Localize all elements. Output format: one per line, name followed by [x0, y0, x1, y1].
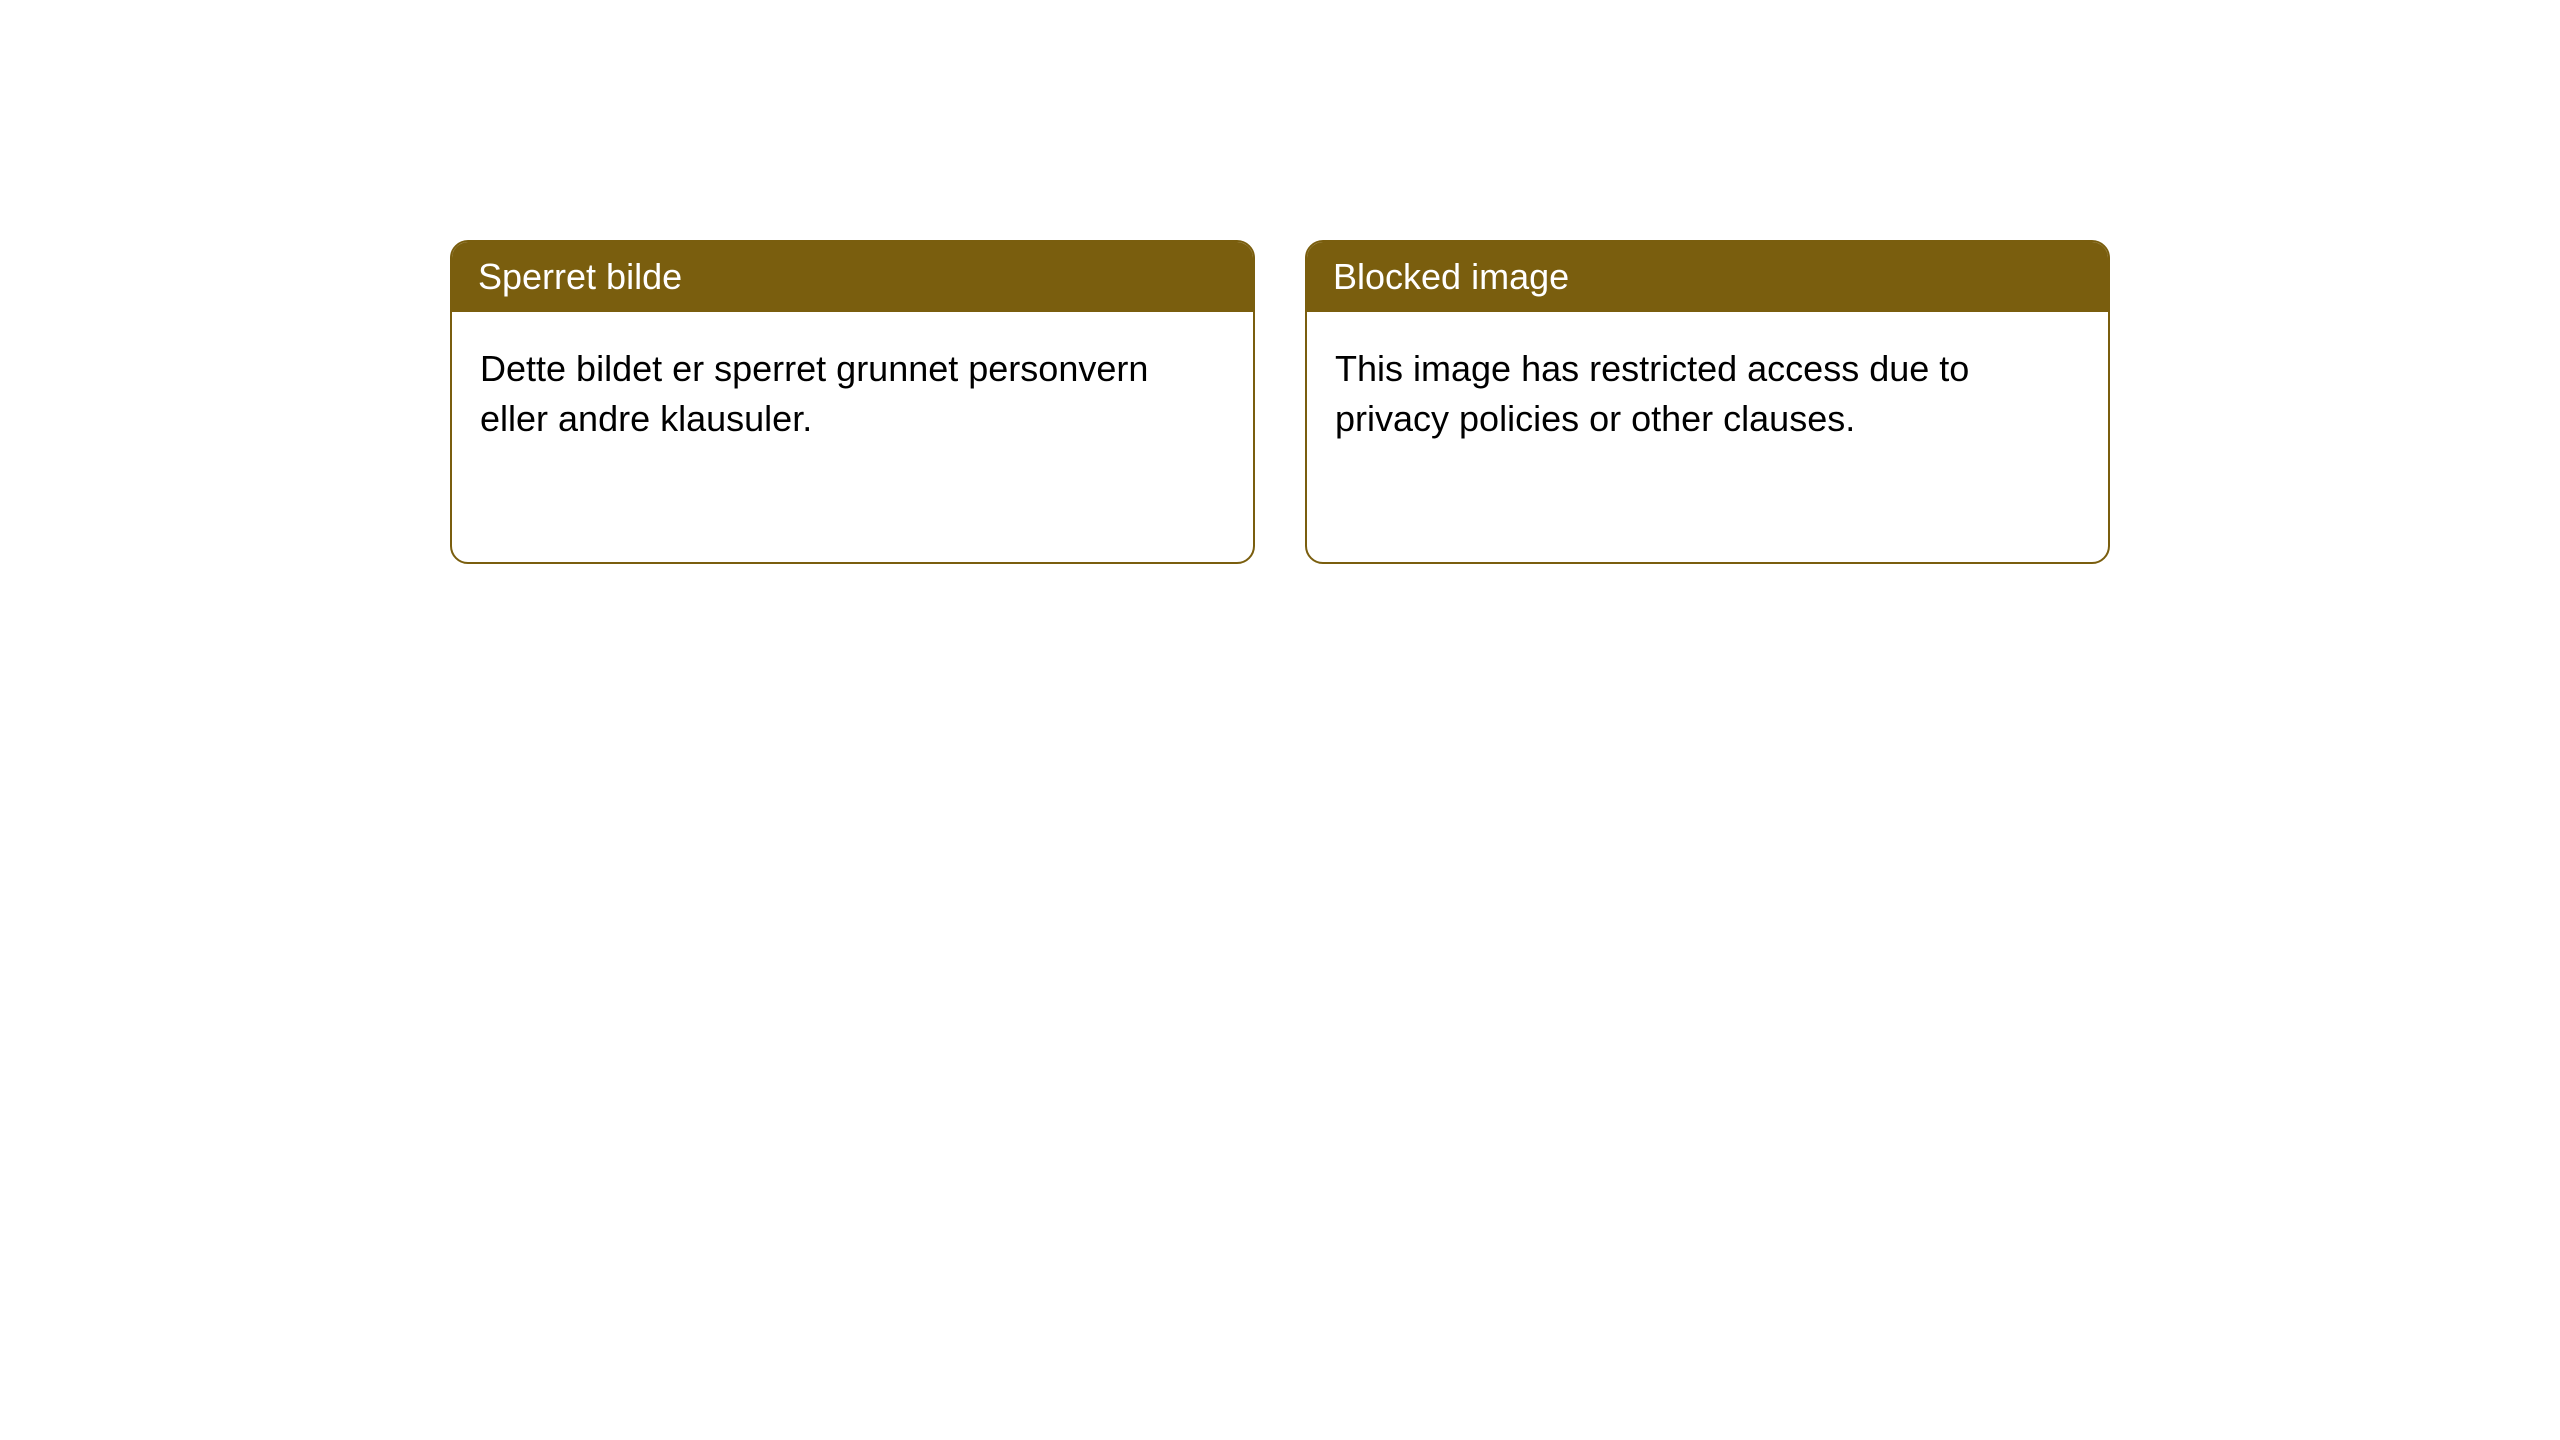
- notice-card-norwegian: Sperret bilde Dette bildet er sperret gr…: [450, 240, 1255, 564]
- notice-cards-row: Sperret bilde Dette bildet er sperret gr…: [0, 0, 2560, 564]
- card-body: Dette bildet er sperret grunnet personve…: [452, 312, 1253, 562]
- card-title: Sperret bilde: [478, 256, 682, 297]
- notice-card-english: Blocked image This image has restricted …: [1305, 240, 2110, 564]
- card-title: Blocked image: [1333, 256, 1569, 297]
- card-body-text: Dette bildet er sperret grunnet personve…: [480, 348, 1148, 439]
- card-body: This image has restricted access due to …: [1307, 312, 2108, 562]
- card-header: Sperret bilde: [452, 242, 1253, 312]
- card-body-text: This image has restricted access due to …: [1335, 348, 1969, 439]
- card-header: Blocked image: [1307, 242, 2108, 312]
